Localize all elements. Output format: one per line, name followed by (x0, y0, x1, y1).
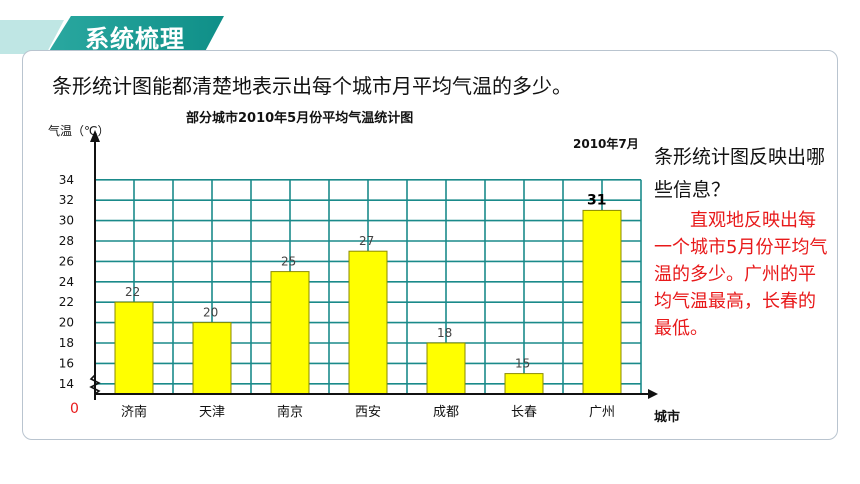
x-tick-label: 南京 (277, 404, 303, 420)
y-tick-label: 22 (59, 295, 74, 309)
data-label: 20 (203, 306, 218, 320)
y-tick-label: 18 (59, 336, 74, 350)
intro-text: 条形统计图能都清楚地表示出每个城市月平均气温的多少。 (52, 74, 572, 98)
y-tick-label: 28 (59, 234, 74, 248)
section-title: 系统梳理 (46, 16, 224, 56)
axis-break-mark (89, 374, 101, 395)
y-tick-label: 26 (59, 254, 74, 268)
bar-长春 (504, 373, 544, 395)
bar-西安 (348, 250, 388, 395)
y-tick-label: 32 (59, 193, 74, 207)
bar-济南 (114, 301, 154, 395)
data-label: 25 (281, 255, 296, 269)
y-tick-label: 16 (59, 356, 74, 370)
y-tick-label: 14 (59, 377, 74, 391)
answer-text: 直观地反映出每一个城市5月份平均气温的多少。广州的平均气温最高，长春的最低。 (654, 210, 828, 339)
y-tick-label: 20 (59, 316, 74, 330)
bar-天津 (192, 322, 232, 395)
x-tick-label: 西安 (355, 405, 381, 420)
y-tick-label: 34 (59, 173, 74, 187)
chart-title: 部分城市2010年5月份平均气温统计图 (186, 111, 414, 126)
y-tick-label: 30 (59, 214, 74, 228)
origin-label: 0 (70, 401, 79, 417)
data-label: 27 (359, 234, 374, 248)
x-tick-label: 成都 (433, 405, 459, 420)
x-tick-label: 济南 (121, 404, 147, 420)
bar-南京 (270, 271, 310, 395)
y-axis-arrow (90, 130, 100, 142)
x-tick-label: 天津 (199, 405, 225, 420)
bar-成都 (426, 342, 466, 395)
x-tick-label: 广州 (589, 405, 615, 420)
data-label: 18 (437, 326, 452, 340)
data-label: 15 (515, 357, 530, 371)
x-tick-label: 长春 (511, 405, 537, 420)
question-text: 条形统计图反映出哪些信息？ (654, 146, 826, 201)
data-label: 31 (587, 192, 606, 208)
data-label: 22 (125, 285, 140, 299)
x-axis-label: 城市 (654, 409, 680, 425)
x-axis-arrow (648, 389, 658, 399)
date-note: 2010年7月 (573, 136, 639, 151)
y-tick-label: 24 (59, 275, 74, 289)
bar-广州 (582, 209, 622, 395)
y-axis-label: 气温（℃） (48, 123, 109, 138)
